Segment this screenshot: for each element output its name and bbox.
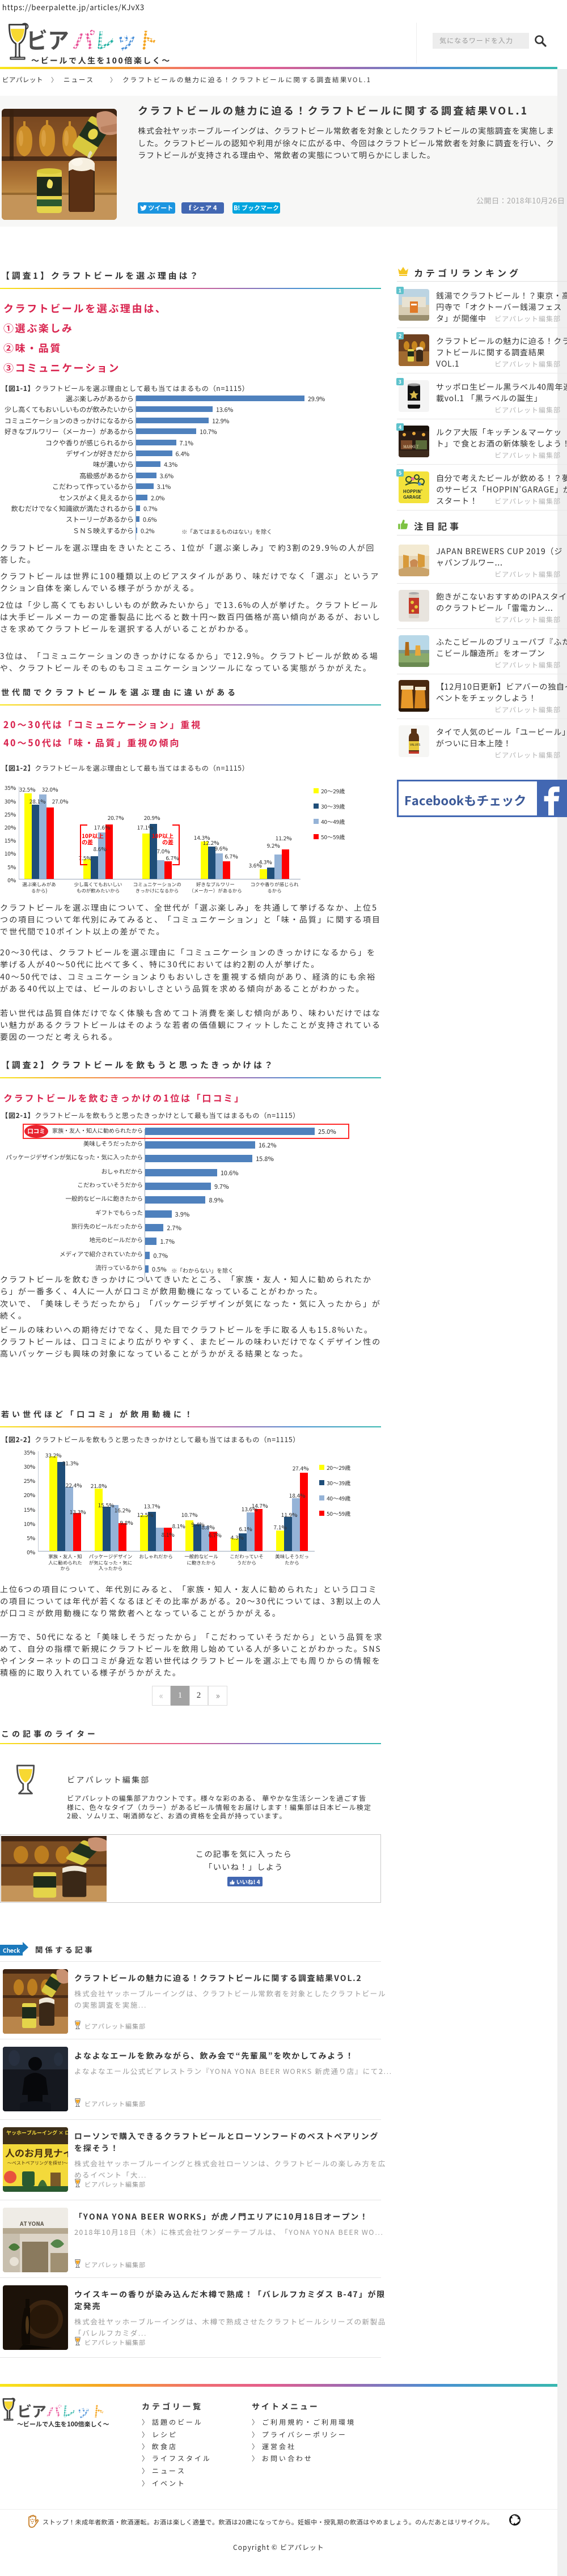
svg-text:ヤッホーブルーイング × ローソン: ヤッホーブルーイング × ローソン <box>6 2129 68 2136</box>
svg-text:HOPPIN’: HOPPIN’ <box>403 488 424 495</box>
svg-text:人のお月見ナイ: 人のお月見ナイ <box>5 2145 68 2160</box>
svg-text:〜ベストペアリングを探せ!〜: 〜ベストペアリングを探せ!〜 <box>7 2160 68 2166</box>
svg-text:AT YONA: AT YONA <box>19 2219 44 2228</box>
svg-text:VALUES: VALUES <box>410 743 421 747</box>
svg-text:MARKET: MARKET <box>403 444 419 450</box>
svg-text:GARAGE: GARAGE <box>403 494 421 500</box>
